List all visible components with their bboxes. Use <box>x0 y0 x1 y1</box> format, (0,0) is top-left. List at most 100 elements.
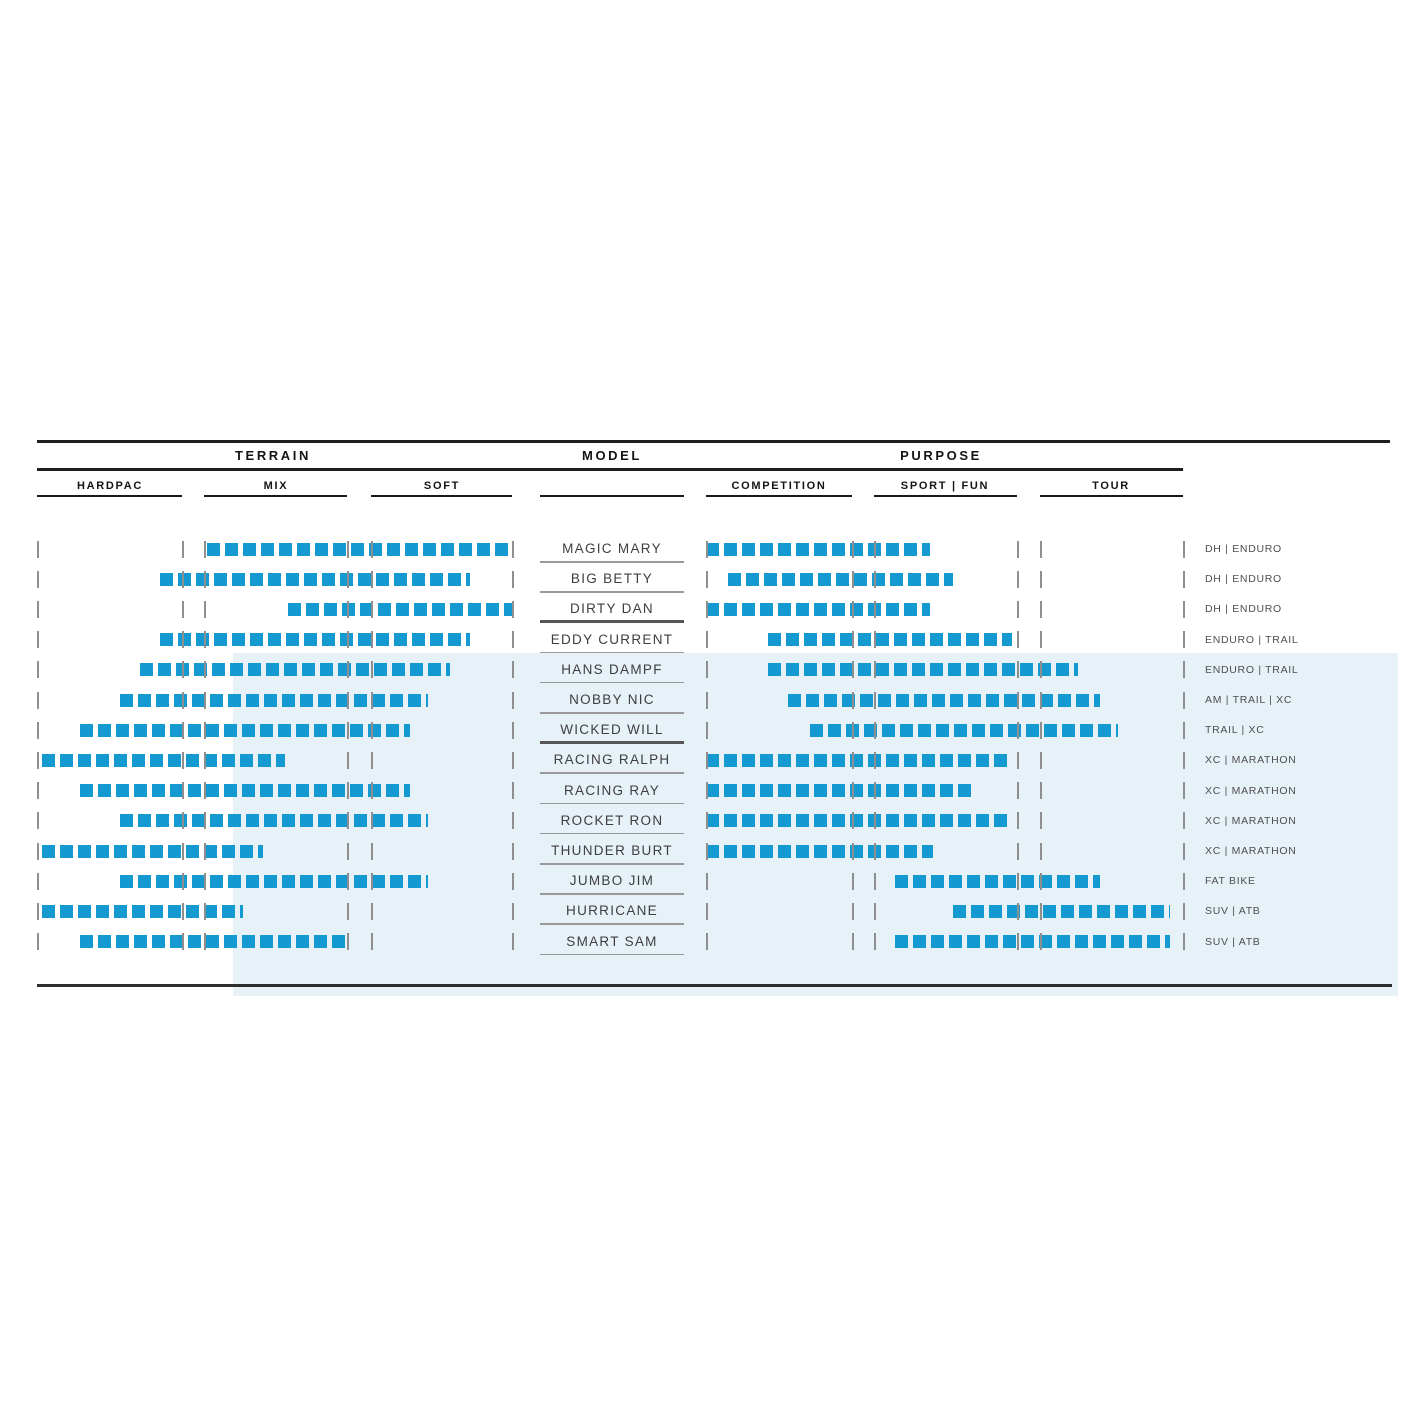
column-tick <box>347 570 349 588</box>
column-tick <box>371 600 373 618</box>
column-tick <box>347 661 349 679</box>
column-tick <box>874 933 876 951</box>
column-tick <box>1183 751 1185 769</box>
column-tick <box>1040 933 1042 951</box>
column-tick <box>204 540 206 558</box>
column-tick <box>371 782 373 800</box>
column-tick <box>512 540 514 558</box>
terrain-bar <box>80 723 410 737</box>
column-underline <box>1040 495 1183 497</box>
model-label: NOBBY NIC <box>569 692 655 707</box>
model-label: THUNDER BURT <box>551 843 673 858</box>
column-tick <box>1017 661 1019 679</box>
model-label: HURRICANE <box>566 903 658 919</box>
column-tick <box>706 812 708 830</box>
model-underline <box>540 651 684 654</box>
terrain-bar <box>288 602 512 616</box>
column-tick <box>1017 872 1019 890</box>
column-tick <box>182 691 184 709</box>
column-tick <box>37 540 39 558</box>
column-tick <box>182 812 184 830</box>
column-tick <box>182 570 184 588</box>
column-tick <box>347 751 349 769</box>
column-tick <box>37 902 39 920</box>
model-label: JUMBO JIM <box>569 873 655 889</box>
column-tick <box>371 812 373 830</box>
column-tick <box>371 872 373 890</box>
column-tick <box>852 570 854 588</box>
purpose-category-label: DH | ENDURO <box>1205 543 1282 555</box>
model-underline <box>540 832 684 835</box>
bottom-rule <box>37 984 1392 987</box>
column-tick <box>1017 631 1019 649</box>
model-label: EDDY CURRENT <box>550 631 674 647</box>
column-tick <box>182 661 184 679</box>
column-tick <box>371 691 373 709</box>
column-tick <box>512 600 514 618</box>
column-tick <box>512 933 514 951</box>
column-underline <box>371 495 512 497</box>
model-underline <box>540 923 684 925</box>
terrain-bar <box>80 935 345 949</box>
column-underline <box>540 495 684 497</box>
column-underline <box>204 495 347 497</box>
column-tick <box>874 872 876 890</box>
purpose-bar <box>768 633 1012 647</box>
terrain-bar <box>42 753 285 767</box>
column-tick <box>1183 600 1185 618</box>
column-tick <box>1183 691 1185 709</box>
purpose-bar <box>788 693 1100 707</box>
column-label-tour: TOUR <box>1092 480 1130 492</box>
column-tick <box>1017 600 1019 618</box>
column-tick <box>1183 812 1185 830</box>
column-tick <box>37 721 39 739</box>
column-tick <box>1017 933 1019 951</box>
column-tick <box>347 902 349 920</box>
column-tick <box>1040 842 1042 860</box>
column-tick <box>706 751 708 769</box>
model-underline <box>540 591 684 593</box>
column-tick <box>706 721 708 739</box>
column-tick <box>512 661 514 679</box>
column-tick <box>512 570 514 588</box>
purpose-category-label: TRAIL | XC <box>1205 724 1265 737</box>
column-tick <box>1183 661 1185 679</box>
column-tick <box>706 902 708 920</box>
column-tick <box>874 570 876 588</box>
column-tick <box>37 631 39 649</box>
column-tick <box>182 842 184 860</box>
terrain-bar <box>160 633 470 647</box>
model-label: WICKED WILL <box>560 722 664 738</box>
purpose-category-label: DH | ENDURO <box>1205 603 1282 616</box>
column-label-soft: SOFT <box>423 480 461 492</box>
model-label: RACING RALPH <box>553 752 671 768</box>
column-tick <box>1040 570 1042 588</box>
column-tick <box>512 721 514 739</box>
column-tick <box>347 872 349 890</box>
column-tick <box>347 631 349 649</box>
column-tick <box>512 782 514 800</box>
purpose-bar <box>706 844 933 858</box>
column-tick <box>874 691 876 709</box>
column-tick <box>852 842 854 860</box>
column-tick <box>874 782 876 800</box>
column-tick <box>204 570 206 588</box>
purpose-category-label: XC | MARATHON <box>1205 754 1297 767</box>
column-tick <box>874 540 876 558</box>
column-tick <box>37 570 39 588</box>
column-tick <box>1040 751 1042 769</box>
column-tick <box>874 721 876 739</box>
model-underline <box>540 741 684 745</box>
purpose-category-label: SUV | ATB <box>1205 905 1261 918</box>
column-tick <box>347 812 349 830</box>
purpose-category-label: AM | TRAIL | XC <box>1205 694 1293 706</box>
column-label-hardpac: HARDPAC <box>76 480 144 492</box>
column-tick <box>512 631 514 649</box>
column-tick <box>1040 902 1042 920</box>
column-tick <box>706 600 708 618</box>
model-underline <box>540 863 684 865</box>
column-tick <box>1040 661 1042 679</box>
model-underline <box>540 712 684 714</box>
column-tick <box>347 933 349 951</box>
